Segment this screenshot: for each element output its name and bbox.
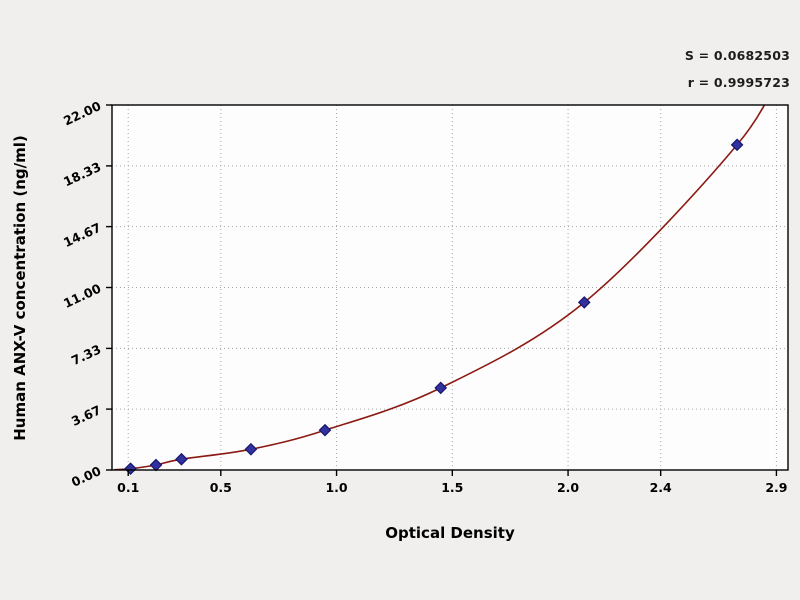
x-tick-label: 0.5	[210, 480, 232, 495]
data-point-marker	[318, 423, 332, 437]
x-tick-label: 1.0	[325, 480, 347, 495]
plot-background	[112, 105, 788, 470]
data-point-marker	[244, 442, 258, 456]
y-tick-label: 7.33	[69, 342, 103, 369]
data-point-marker	[175, 452, 188, 466]
x-tick-label: 0.1	[117, 480, 139, 495]
y-tick-label: 22.00	[61, 98, 103, 128]
data-point-marker	[434, 381, 448, 395]
y-tick-label: 14.67	[61, 220, 103, 250]
x-tick-label: 2.4	[650, 480, 672, 495]
s-value: S = 0.0682503	[684, 48, 790, 63]
y-tick-label: 18.33	[61, 159, 103, 189]
data-point-marker	[730, 138, 744, 152]
y-tick-label: 0.00	[69, 463, 104, 490]
x-axis-title: Optical Density	[385, 524, 515, 542]
data-point-marker	[577, 296, 591, 309]
fit-statistics: S = 0.0682503 r = 0.9995723	[685, 42, 790, 96]
x-tick-label: 2.0	[557, 480, 579, 495]
x-tick-label: 1.5	[441, 480, 463, 495]
x-tick-label: 2.9	[765, 480, 787, 495]
y-tick-label: 11.00	[61, 280, 103, 310]
y-axis-title: Human ANX-V concentration (ng/ml)	[11, 135, 29, 441]
r-value: r = 0.9995723	[687, 75, 790, 90]
y-tick-label: 3.67	[69, 402, 103, 429]
